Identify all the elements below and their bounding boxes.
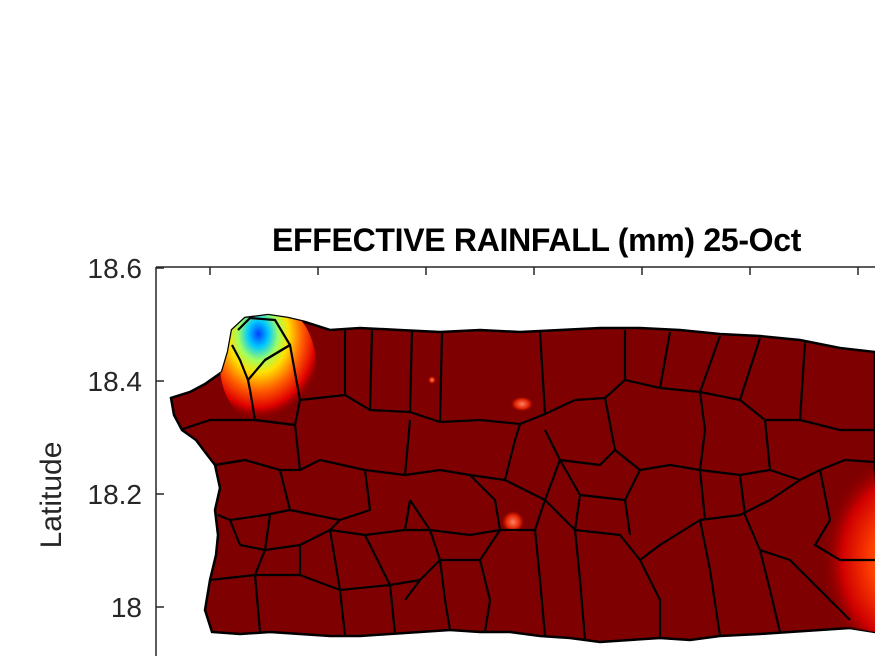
map-title: EFFECTIVE RAINFALL (mm) 25-Oct (272, 222, 802, 258)
y-tick-label: 18.4 (87, 366, 143, 397)
y-tick-label: 18 (110, 592, 142, 623)
y-ticks (156, 267, 164, 608)
municipality-boundaries (179, 316, 875, 641)
y-tick-label: 18.6 (87, 253, 143, 284)
x-ticks (209, 267, 859, 275)
y-tick-label: 18.2 (87, 479, 143, 510)
